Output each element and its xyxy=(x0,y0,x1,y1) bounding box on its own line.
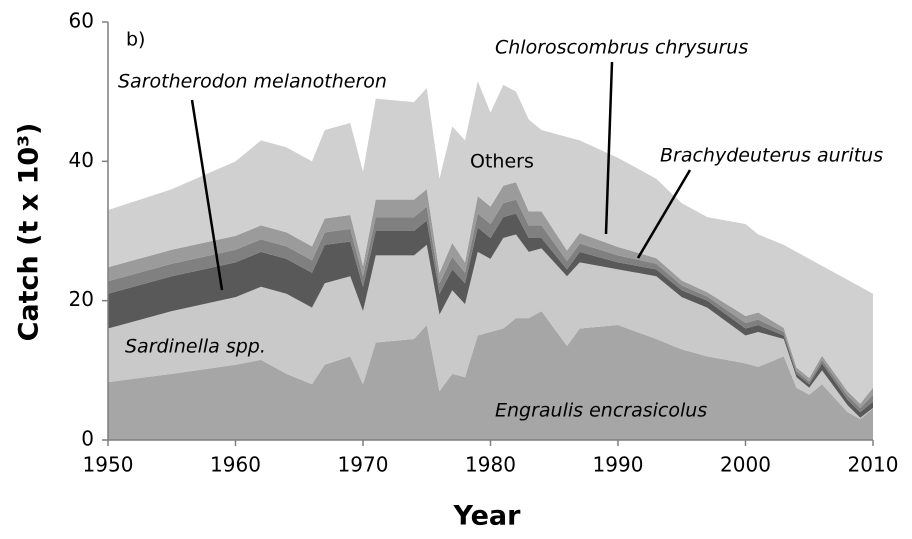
annotation: Engraulis encrasicolus xyxy=(495,400,707,422)
y-axis-title: Catch (t x 10³) xyxy=(14,123,45,342)
x-tick-label: 1970 xyxy=(338,453,389,477)
annotation: Chloroscombrus chrysurus xyxy=(495,37,748,59)
y-tick-label: 60 xyxy=(69,9,94,33)
annotation: Sardinella spp. xyxy=(125,336,266,358)
x-tick-label: 2000 xyxy=(720,453,771,477)
x-tick-label: 1960 xyxy=(210,453,261,477)
annotation: Sarotherodon melanotheron xyxy=(118,71,387,93)
x-tick-label: 1980 xyxy=(465,453,516,477)
area xyxy=(108,311,873,440)
x-axis-title: Year xyxy=(453,501,522,532)
area xyxy=(108,199,873,413)
leader-line xyxy=(190,99,224,291)
annotation: Others xyxy=(470,151,534,173)
x-tick-label: 2010 xyxy=(848,453,899,477)
y-tick-label: 40 xyxy=(69,148,94,172)
annotation: b) xyxy=(126,29,145,51)
area xyxy=(108,234,873,420)
area xyxy=(108,81,873,404)
y-tick-label: 0 xyxy=(81,427,94,451)
area xyxy=(108,213,873,418)
x-tick-label: 1950 xyxy=(83,453,134,477)
leader-line xyxy=(604,61,614,235)
leader-line xyxy=(636,169,692,259)
x-tick-label: 1990 xyxy=(593,453,644,477)
y-tick-label: 20 xyxy=(69,287,94,311)
annotation: Brachydeuterus auritus xyxy=(660,145,883,167)
